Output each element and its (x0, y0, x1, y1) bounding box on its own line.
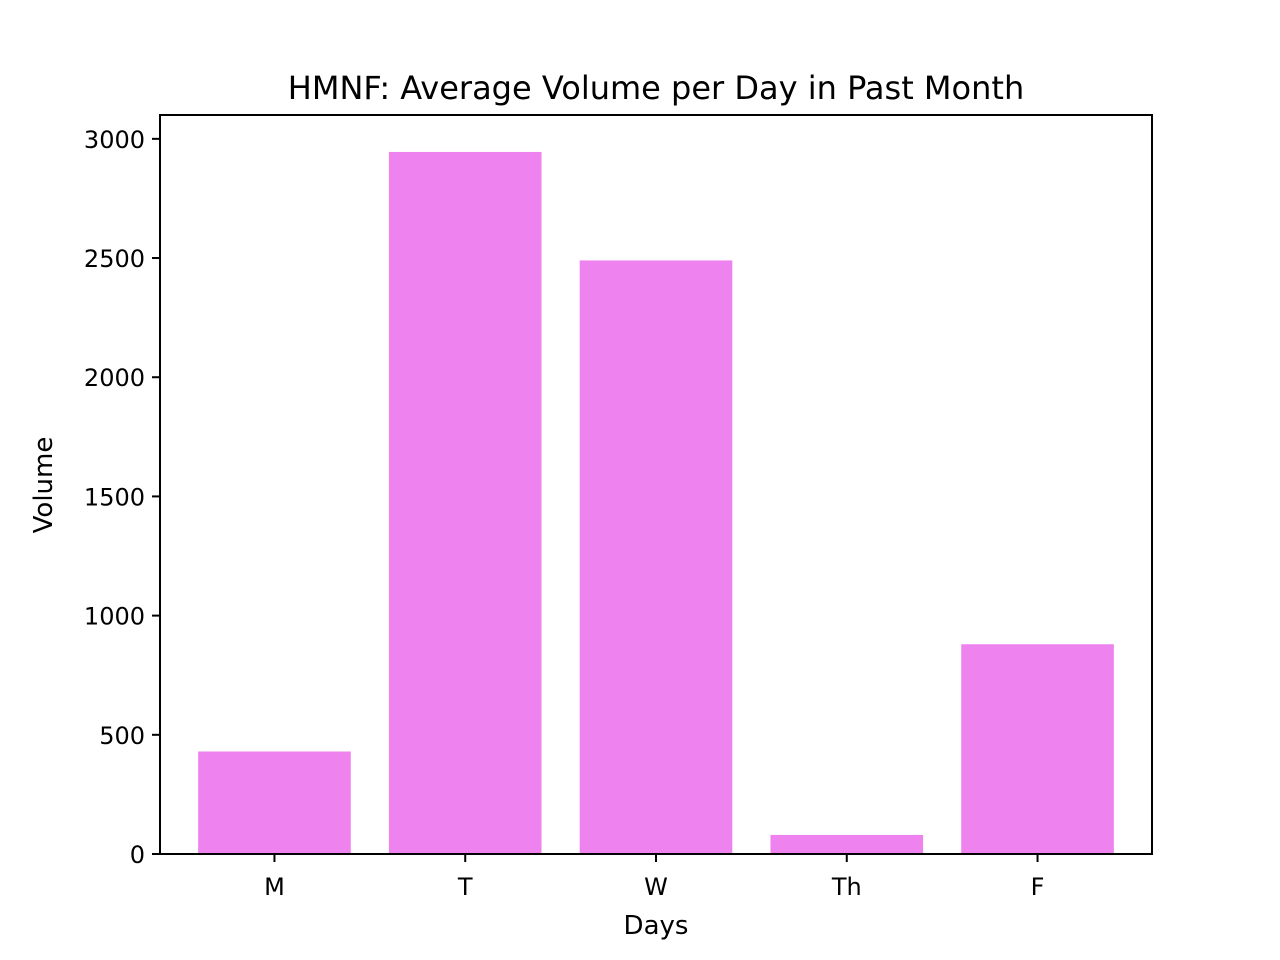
bar-m (198, 751, 351, 854)
bar-w (579, 260, 733, 854)
y-tick-label: 3000 (84, 126, 145, 154)
x-tick-label: Th (831, 873, 862, 901)
y-tick-label: 500 (99, 722, 145, 750)
y-tick-label: 1500 (84, 483, 145, 511)
y-tick-label: 2500 (84, 245, 145, 273)
y-tick-label: 0 (130, 841, 145, 869)
x-axis-label: Days (624, 911, 689, 941)
chart-title: HMNF: Average Volume per Day in Past Mon… (288, 69, 1024, 107)
x-tick-label: W (644, 873, 668, 901)
bar-th (770, 834, 924, 854)
x-axis-ticks: M T W Th F (264, 854, 1044, 901)
bar-t (388, 151, 542, 854)
bar-f (961, 644, 1114, 854)
y-tick-label: 1000 (84, 603, 145, 631)
bars-group (198, 151, 1114, 854)
y-axis-ticks: 0 500 1000 1500 2000 2500 3000 (84, 126, 160, 869)
x-tick-label: F (1031, 873, 1045, 901)
y-tick-label: 2000 (84, 364, 145, 392)
y-axis-label: Volume (29, 437, 59, 534)
x-tick-label: M (264, 873, 285, 901)
x-tick-label: T (457, 873, 473, 901)
axes-frame (159, 114, 1153, 855)
